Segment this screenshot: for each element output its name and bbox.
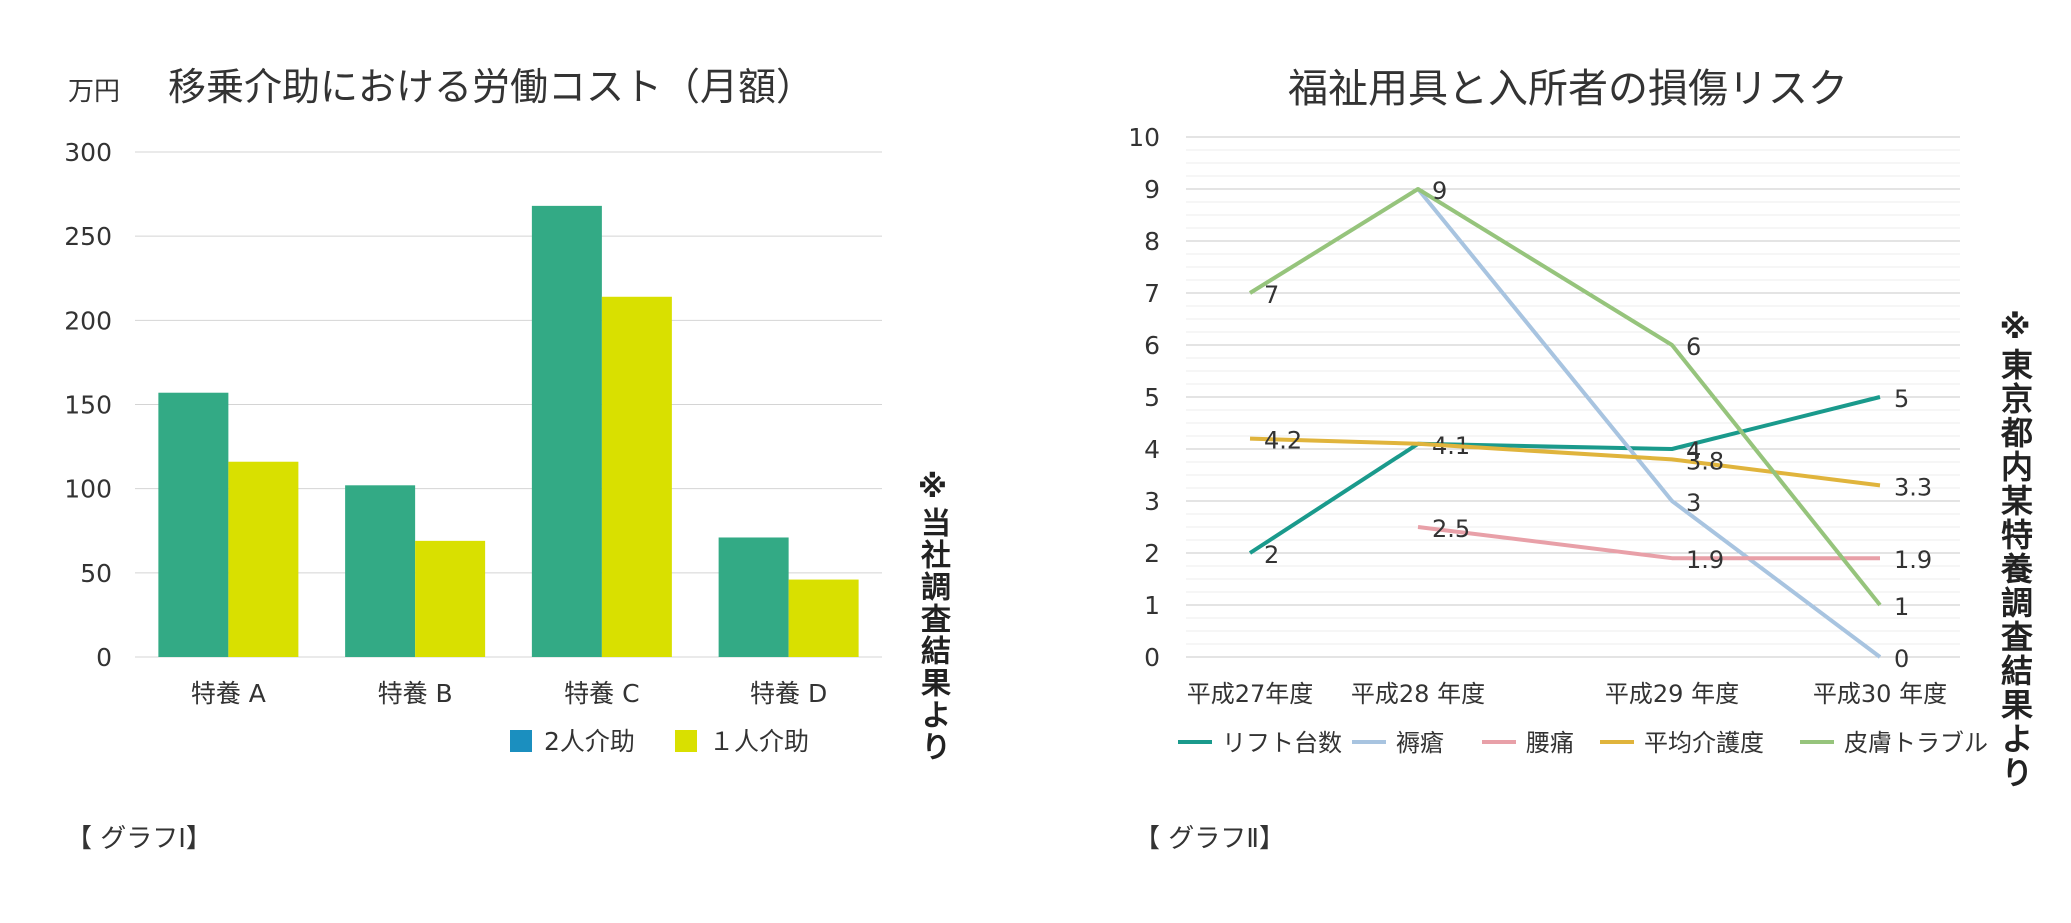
chart2-data-label: 3 [1686,489,1701,517]
chart2-legend-label: 腰痛 [1526,729,1574,757]
labor-cost-bar-chart: 万円 移乗介助における労働コスト（月額） 0 50 100 150 200 250 300 特養 … [64,65,882,756]
chart1-y-tick-label: 150 [64,391,112,420]
chart2-y-tick-label: 9 [1144,175,1160,204]
chart1-y-tick-label: 50 [80,559,112,588]
chart2-data-label: 1.9 [1686,546,1724,574]
chart2-y-tick-label: 3 [1144,487,1160,516]
chart2-data-label: 9 [1432,177,1447,205]
chart1-y-tick-label: 200 [64,306,112,335]
chart1-x-tick-label: 特養 C [564,679,639,708]
chart2-data-label: 0 [1894,645,1909,673]
chart2-x-tick-label: 平成30 年度 [1813,680,1947,708]
chart2-data-label: 4.2 [1264,427,1302,455]
chart2-y-tick-label: 7 [1144,279,1160,308]
chart2-legend-label: 皮膚トラブル [1844,729,1988,757]
chart1-unit-label: 万円 [68,77,120,107]
chart1-x-tick-label: 特養 B [378,679,453,708]
chart2-series-line [1417,525,1880,561]
chart2-y-tick-label: 10 [1128,123,1160,152]
chart2-x-tick-label: 平成29 年度 [1605,680,1739,708]
chart2-y-tick-label: 5 [1144,383,1160,412]
chart1-x-tick-label: 特養 D [750,679,827,708]
chart2-data-label: 4 [1686,437,1701,465]
chart1-bar [158,392,229,657]
chart1-bar [718,537,789,657]
chart1-y-tick-label: 100 [64,475,112,504]
chart1-x-tick-label: 特養 A [191,679,266,708]
chart1-y-tick-label: 0 [96,643,112,672]
chart2-x-tick-label: 平成27年度 [1187,680,1314,708]
chart2-y-tick-label: 1 [1144,591,1160,620]
chart2-legend-label: リフト台数 [1222,729,1342,757]
chart1-bar [345,485,416,657]
chart2-data-label: 1 [1894,593,1909,621]
chart1-title: 移乗介助における労働コスト（月額） [168,65,814,109]
chart1-legend-label: １人介助 [709,727,809,756]
chart1-caption: 【 グラフⅠ】 [66,824,212,854]
chart2-x-tick-label: 平成28 年度 [1351,680,1485,708]
chart2-data-label: 6 [1686,333,1701,361]
chart2-y-tick-label: 4 [1144,435,1160,464]
chart1-bar [228,461,299,657]
chart2-data-label: 5 [1894,385,1909,413]
chart2-data-label: 2 [1264,541,1279,569]
chart2-legend-label: 褥瘡 [1396,729,1444,757]
chart2-data-label: 1.9 [1894,546,1932,574]
chart2-legend-label: 平均介護度 [1644,729,1764,757]
chart1-legend-swatch [510,730,532,752]
chart2-series-line [1416,187,1882,659]
chart2-series-line [1248,395,1881,555]
chart1-bar [601,296,672,657]
chart1-bar [788,579,859,657]
chart1-side-note: ※当社調査結果より [915,470,950,763]
chart2-y-tick-label: 6 [1144,331,1160,360]
chart1-y-tick-label: 300 [64,138,112,167]
chart2-series-line [1248,187,1882,607]
chart1-y-tick-label: 250 [64,222,112,251]
chart1-bar [531,205,602,657]
chart2-y-tick-label: 2 [1144,539,1160,568]
chart2-data-label: 3.3 [1894,473,1932,501]
chart2-data-label: 3.8 [1686,447,1724,475]
chart2-data-label: 7 [1264,281,1279,309]
chart2-y-tick-label: 0 [1144,643,1160,672]
chart2-y-tick-label: 8 [1144,227,1160,256]
chart1-legend-swatch [675,730,697,752]
chart2-caption: 【 グラフⅡ】 [1134,824,1286,854]
chart2-side-note: ※東京都内某特養調査結果より [1996,308,2034,790]
chart2-data-label: 2.5 [1432,515,1470,543]
chart1-bar [415,540,486,657]
chart1-legend-label: 2人介助 [544,727,635,756]
chart2-title: 福祉用具と入所者の損傷リスク [1288,66,1848,112]
